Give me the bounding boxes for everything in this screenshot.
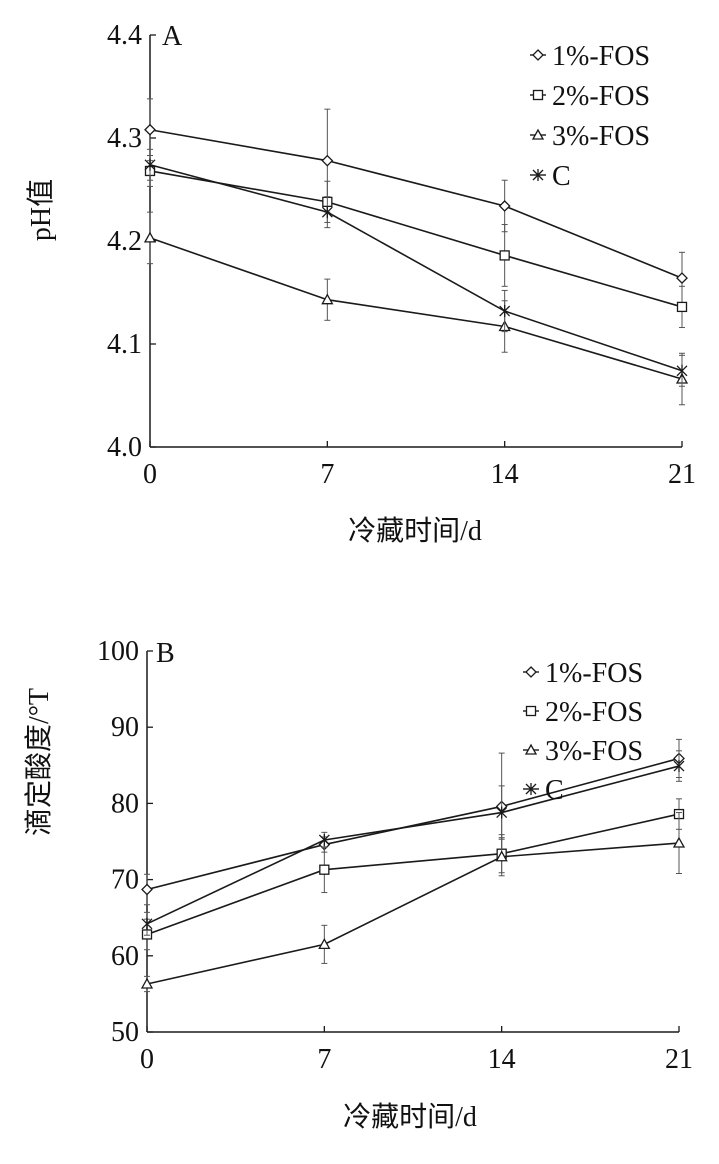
- series-line: [149, 164, 683, 372]
- legend-item: 1%-FOS: [530, 41, 650, 72]
- data-point: [319, 864, 330, 875]
- legend-marker: [531, 128, 545, 140]
- series-line: [146, 842, 680, 985]
- y-tick-label: 4.0: [107, 432, 142, 463]
- y-tick-label: 4.3: [107, 123, 142, 154]
- y-tick-label: 80: [111, 788, 139, 819]
- legend-label: C: [552, 161, 571, 192]
- data-point: [496, 806, 508, 819]
- legend-item: C: [530, 161, 571, 192]
- legend-item: 1%-FOS: [523, 658, 643, 689]
- series-star: [144, 148, 688, 387]
- data-point: [498, 200, 511, 212]
- legend-label: C: [545, 775, 564, 806]
- data-point: [144, 158, 156, 171]
- data-point: [321, 293, 334, 305]
- data-point: [499, 250, 510, 261]
- legend: 1%-FOS 2%-FOS 3%-FOS C: [523, 658, 643, 806]
- series-square: [141, 798, 685, 951]
- data-point: [141, 917, 153, 930]
- legend-item: 3%-FOS: [530, 121, 650, 152]
- legend-label: 2%-FOS: [552, 81, 650, 112]
- data-point: [140, 977, 154, 989]
- y-tick-label: 100: [97, 636, 139, 667]
- legend-marker: [525, 666, 537, 678]
- legend-label: 3%-FOS: [545, 736, 643, 767]
- legend-item: 2%-FOS: [523, 697, 643, 728]
- legend-item: 3%-FOS: [523, 736, 643, 767]
- x-tick-label: 0: [140, 1044, 154, 1075]
- legend-label: 1%-FOS: [545, 658, 643, 689]
- data-point: [321, 206, 333, 219]
- data-point: [676, 364, 688, 377]
- data-point: [495, 850, 508, 862]
- x-tick-label: 21: [665, 1044, 693, 1075]
- x-tick-label: 0: [143, 459, 157, 490]
- series-line: [146, 813, 680, 936]
- plot-area: 50 60 70 80 90 100 0 7 14 21: [97, 636, 693, 1075]
- y-tick-label: 90: [111, 712, 139, 743]
- legend-marker: [524, 743, 538, 755]
- data-point: [672, 836, 686, 848]
- series-square: [144, 155, 688, 329]
- data-point: [318, 938, 331, 950]
- series-line: [149, 128, 683, 279]
- x-axis-title: 冷藏时间/d: [348, 515, 482, 547]
- legend-marker: [525, 705, 537, 717]
- x-tick-label: 7: [320, 459, 334, 490]
- data-point: [673, 760, 685, 773]
- x-tick-label: 14: [488, 1044, 516, 1075]
- legend-item: C: [523, 775, 564, 806]
- y-axis-title: 滴定酸度/°T: [23, 688, 55, 836]
- y-tick-label: 70: [111, 865, 139, 896]
- data-point: [499, 305, 511, 318]
- y-tick-label: 60: [111, 941, 139, 972]
- legend-label: 3%-FOS: [552, 121, 650, 152]
- y-tick-label: 4.1: [107, 329, 142, 360]
- legend-marker: [532, 89, 544, 101]
- plot-area: 4.0 4.1 4.2 4.3 4.4 0 7 14 21: [107, 20, 696, 490]
- data-point: [676, 272, 688, 284]
- x-tick-label: 21: [668, 459, 696, 490]
- legend-marker: [532, 49, 544, 61]
- legend-marker: [532, 169, 544, 181]
- data-point: [144, 123, 156, 136]
- series-line: [149, 170, 683, 308]
- x-tick-label: 14: [491, 459, 519, 490]
- x-tick-label: 7: [317, 1044, 331, 1075]
- series-star: [141, 750, 685, 936]
- y-tick-label: 50: [111, 1017, 139, 1048]
- data-point: [318, 833, 330, 846]
- chart-panel-a: pH值 冷藏时间/d A 4.0 4.1 4.2 4.3 4.4 0 7 14 21 1%-FO…: [25, 20, 696, 547]
- data-point: [141, 883, 153, 896]
- y-tick-label: 4.2: [107, 226, 142, 257]
- series-line: [149, 237, 683, 380]
- series-triangle: [143, 211, 689, 406]
- y-tick-label: 4.4: [107, 20, 142, 51]
- legend-marker: [525, 783, 537, 795]
- data-point: [321, 154, 334, 167]
- x-axis-title: 冷藏时间/d: [343, 1101, 477, 1133]
- legend-item: 2%-FOS: [530, 81, 650, 112]
- series-line: [146, 765, 680, 925]
- y-axis-title: pH值: [25, 179, 57, 241]
- series-line: [146, 757, 680, 891]
- series-triangle: [140, 812, 686, 993]
- panel-label: B: [156, 638, 175, 669]
- panel-label: A: [162, 21, 183, 52]
- chart-panel-b: 滴定酸度/°T 冷藏时间/d B 50 60 70 80 90 100 0 7 14 21 1%-…: [23, 636, 693, 1133]
- legend: 1%-FOS 2%-FOS 3%-FOS C: [530, 41, 650, 192]
- data-point: [143, 231, 157, 243]
- legend-label: 2%-FOS: [545, 697, 643, 728]
- data-point: [676, 301, 688, 313]
- legend-label: 1%-FOS: [552, 41, 650, 72]
